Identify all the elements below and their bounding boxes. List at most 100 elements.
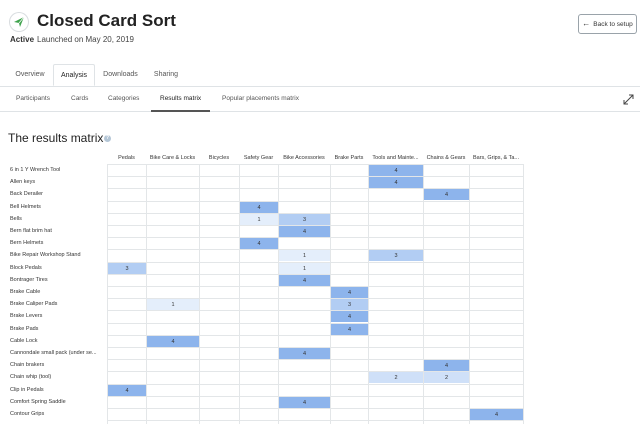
subtab-cards[interactable]: Cards [71, 95, 89, 102]
grid-line [107, 286, 523, 287]
row-label: Cannondale small pack (under se... [10, 350, 97, 356]
matrix-cell: 4 [240, 238, 278, 249]
column-header: Pedals [118, 155, 135, 161]
grid-line [107, 298, 523, 299]
row-label: Block Pedals [10, 265, 42, 271]
row-label: Clip in Pedals [10, 387, 44, 393]
matrix-cell: 4 [240, 202, 278, 213]
row-label: Bern flat brim hat [10, 228, 52, 234]
grid-line [107, 262, 523, 263]
grid-line [107, 384, 523, 385]
column-header: Safety Gear [243, 155, 274, 161]
grid-line [107, 420, 523, 421]
grid-line [107, 347, 523, 348]
tab-downloads[interactable]: Downloads [103, 71, 138, 78]
grid-line [368, 164, 369, 424]
row-label: Chain whip (tool) [10, 374, 52, 380]
grid-line [107, 213, 523, 214]
matrix-cell: 4 [279, 397, 330, 408]
matrix-cell: 1 [147, 299, 199, 310]
status-badge: Active [10, 35, 35, 44]
matrix-cell: 3 [279, 214, 330, 225]
row-label: Cable Lock [10, 338, 38, 344]
column-header: Bike Care & Locks [149, 155, 196, 161]
row-label: Bontrager Tires [10, 277, 48, 283]
matrix-cell: 2 [424, 372, 469, 383]
analysis-subtabs: Participants Cards Categories Results ma… [0, 87, 640, 112]
arrow-left-icon: ← [582, 19, 591, 28]
tab-overview[interactable]: Overview [15, 71, 45, 78]
tab-analysis[interactable]: Analysis [53, 64, 95, 86]
tab-sharing[interactable]: Sharing [153, 71, 179, 78]
column-header: Tools and Mainte... [372, 155, 419, 161]
matrix-cell: 3 [108, 263, 146, 274]
column-header: Chains & Gears [426, 155, 466, 161]
launch-date: Launched on May 20, 2019 [37, 35, 134, 44]
back-to-setup-button[interactable]: ← Back to setup [578, 14, 637, 34]
row-label: Comfort Spring Saddle [10, 399, 66, 405]
row-label: Bern Helmets [10, 240, 44, 246]
grid-line [107, 274, 523, 275]
grid-line [107, 249, 523, 250]
grid-line [199, 164, 200, 424]
row-label: Bells [10, 216, 22, 222]
row-label: Brake Cable [10, 289, 41, 295]
matrix-cell: 4 [331, 324, 368, 335]
grid-line [107, 396, 523, 397]
matrix-cell: 4 [108, 385, 146, 396]
grid-line [146, 164, 147, 424]
matrix-cell: 4 [279, 275, 330, 286]
matrix-cell: 1 [279, 250, 330, 261]
section-title: The results matrix [8, 131, 104, 145]
subtab-participants[interactable]: Participants [16, 95, 50, 102]
matrix-cell: 3 [331, 299, 368, 310]
grid-line [423, 164, 424, 424]
matrix-cell: 2 [369, 372, 423, 383]
grid-line [107, 323, 523, 324]
matrix-cell: 4 [331, 287, 368, 298]
matrix-cell: 1 [279, 263, 330, 274]
paper-plane-logo-icon [14, 16, 25, 27]
row-label: Bell Helmets [10, 204, 41, 210]
grid-line [107, 164, 108, 424]
matrix-cell: 3 [369, 250, 423, 261]
app-logo [9, 12, 29, 32]
page-title: Closed Card Sort [37, 11, 176, 30]
matrix-cell: 1 [240, 214, 278, 225]
grid-line [107, 201, 523, 202]
grid-line [107, 225, 523, 226]
question-circle-icon[interactable]: ? [104, 135, 111, 142]
back-to-setup-label: Back to setup [593, 20, 633, 28]
matrix-cell: 4 [369, 177, 423, 188]
matrix-cell: 4 [279, 226, 330, 237]
grid-line [107, 237, 523, 238]
row-label: Chain brakers [10, 362, 45, 368]
grid-line [107, 359, 523, 360]
grid-line [107, 164, 523, 165]
grid-line [107, 310, 523, 311]
matrix-cell: 4 [279, 348, 330, 359]
row-label: Brake Pads [10, 326, 39, 332]
row-label: Allen keys [10, 179, 36, 185]
main-tabs: Overview Analysis Downloads Sharing [0, 64, 640, 87]
expand-arrows-icon[interactable] [623, 94, 634, 105]
grid-line [330, 164, 331, 424]
subtab-categories[interactable]: Categories [108, 95, 140, 102]
row-label: Brake Caliper Pads [10, 301, 58, 307]
matrix-cell: 4 [147, 336, 199, 347]
column-header: Bicycles [208, 155, 230, 161]
matrix-cell: 4 [331, 311, 368, 322]
subtab-results-matrix[interactable]: Results matrix [151, 87, 211, 112]
grid-line [239, 164, 240, 424]
grid-line [469, 164, 470, 424]
grid-line [107, 188, 523, 189]
grid-line [107, 176, 523, 177]
row-label: 6 in 1 Y Wrench Tool [10, 167, 61, 173]
row-label: Brake Levers [10, 313, 43, 319]
grid-line [107, 371, 523, 372]
matrix-cell: 4 [424, 189, 469, 200]
grid-line [107, 335, 523, 336]
grid-line [278, 164, 279, 424]
row-label: Contour Grips [10, 411, 45, 417]
subtab-popular-placements-matrix[interactable]: Popular placements matrix [222, 95, 299, 102]
